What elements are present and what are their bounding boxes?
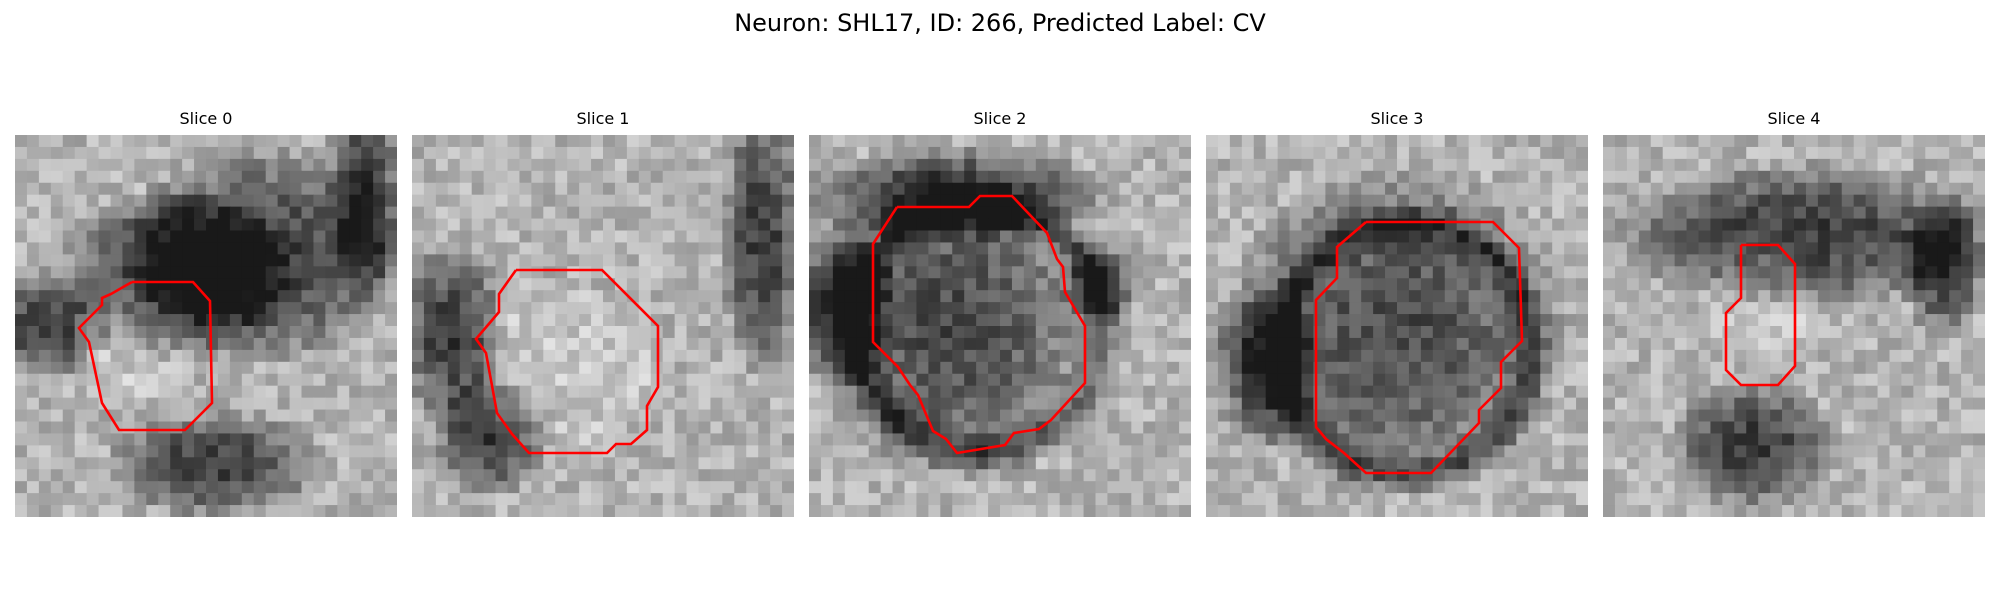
slice-0-contour bbox=[77, 280, 214, 432]
figure-title: Neuron: SHL17, ID: 266, Predicted Label:… bbox=[734, 9, 1266, 37]
slice-2-image bbox=[809, 135, 1191, 517]
panel-title-slice-1: Slice 1 bbox=[576, 109, 630, 128]
slice-1-image bbox=[412, 135, 794, 517]
slice-1-contour bbox=[474, 268, 660, 455]
slice-3-image bbox=[1206, 135, 1588, 517]
slice-0-image bbox=[15, 135, 397, 517]
panel-title-slice-4: Slice 4 bbox=[1767, 109, 1821, 128]
slice-4-image bbox=[1603, 135, 1985, 517]
slice-4-contour bbox=[1724, 243, 1797, 387]
panel-title-slice-2: Slice 2 bbox=[973, 109, 1027, 128]
panel-title-slice-0: Slice 0 bbox=[179, 109, 233, 128]
panel-title-slice-3: Slice 3 bbox=[1370, 109, 1424, 128]
slice-3-contour bbox=[1314, 220, 1524, 475]
slice-2-contour bbox=[871, 194, 1087, 455]
